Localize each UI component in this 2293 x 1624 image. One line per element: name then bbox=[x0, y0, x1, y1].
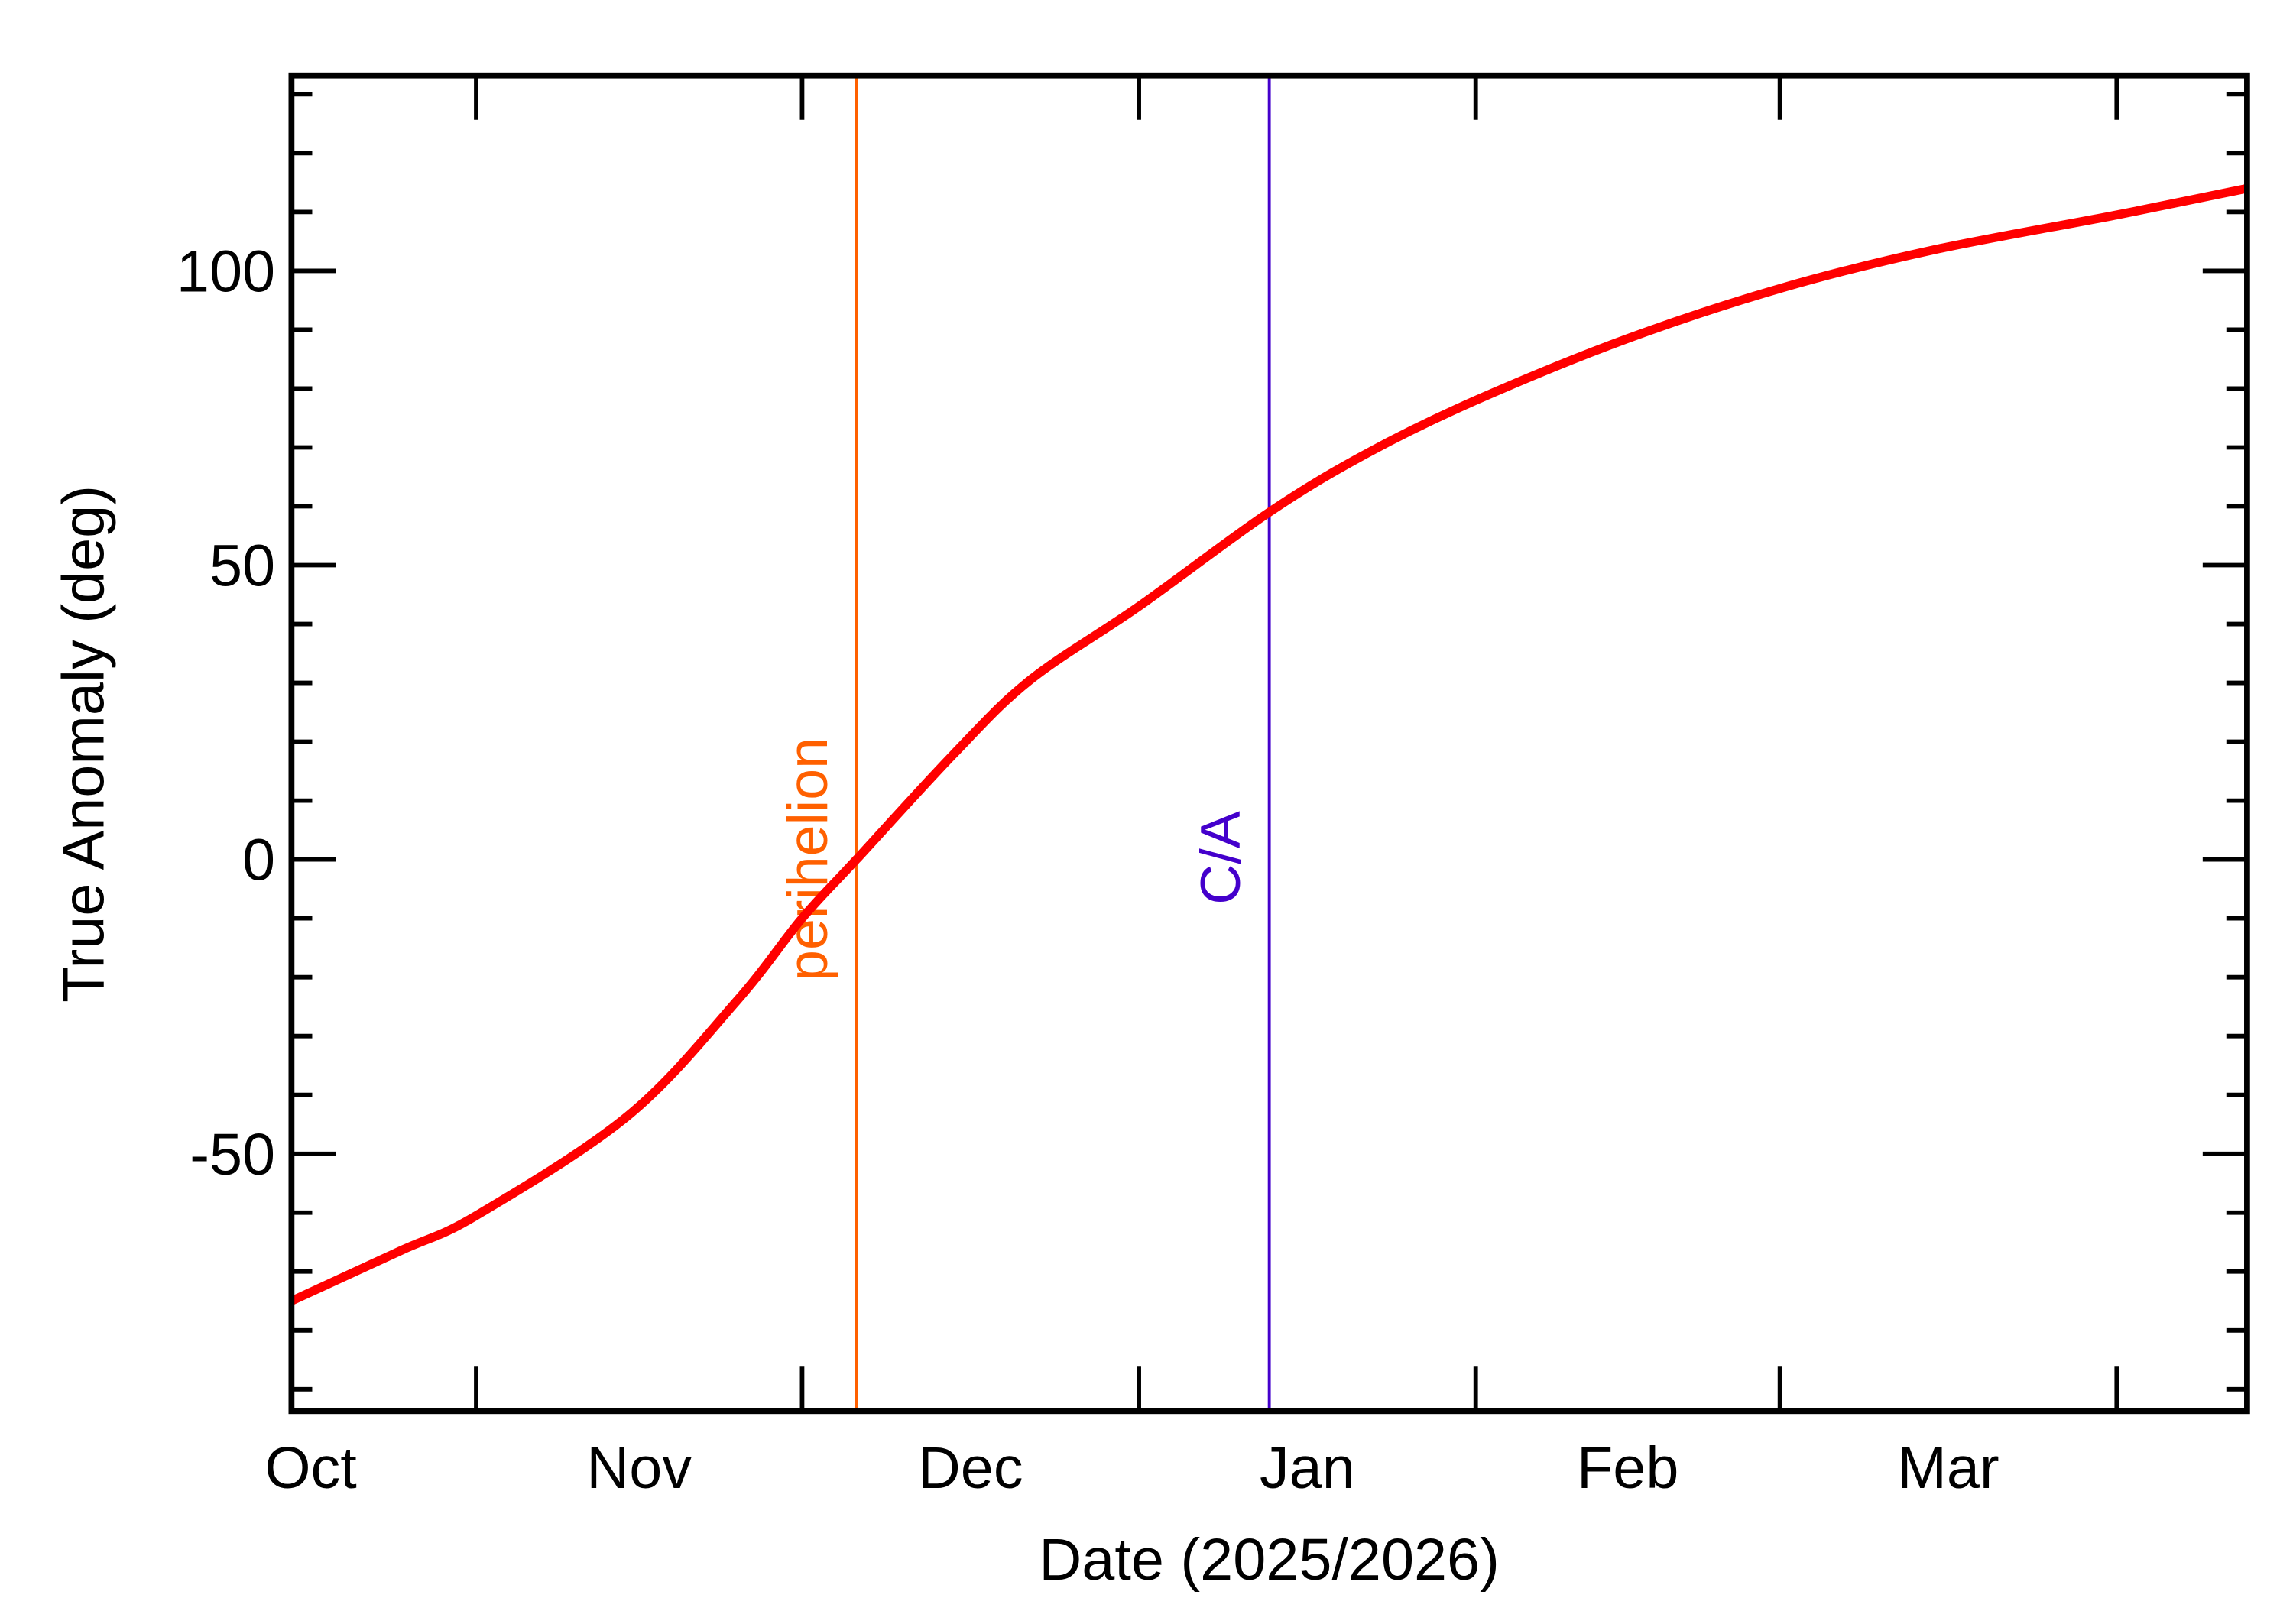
x-tick-label: Nov bbox=[586, 1435, 692, 1501]
y-tick-label: 100 bbox=[177, 239, 275, 305]
x-tick-label: Feb bbox=[1577, 1435, 1678, 1501]
true-anomaly-curve bbox=[289, 183, 2249, 1305]
y-tick-label: 50 bbox=[209, 533, 275, 599]
closest-approach-label: C/A bbox=[1189, 811, 1252, 905]
x-tick-label: Mar bbox=[1897, 1435, 1999, 1501]
plot-frame bbox=[288, 72, 2250, 1415]
x-axis-label: Date (2025/2026) bbox=[1039, 1527, 1499, 1593]
x-tick-label: Dec bbox=[918, 1435, 1023, 1501]
x-tick-label: Jan bbox=[1260, 1435, 1355, 1501]
x-tick-label: Oct bbox=[264, 1435, 356, 1501]
y-axis-label: True Anomaly (deg) bbox=[51, 485, 117, 1003]
y-tick-label: -50 bbox=[190, 1122, 275, 1188]
y-tick-label: 0 bbox=[242, 828, 275, 893]
